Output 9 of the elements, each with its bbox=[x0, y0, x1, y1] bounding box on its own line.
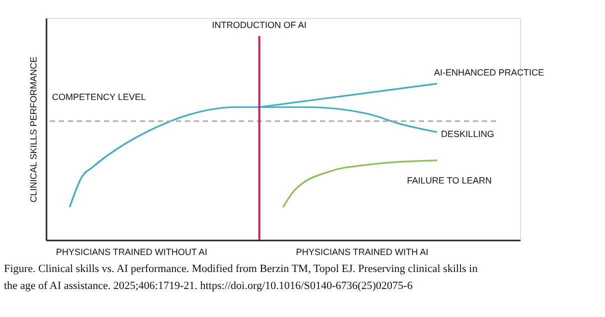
series-label: DESKILLING bbox=[441, 129, 494, 140]
text: PHYSICIANS TRAINED WITH AI bbox=[296, 247, 428, 257]
series-label: FAILURE TO LEARN bbox=[407, 175, 492, 186]
text: INTRODUCTION OF AI bbox=[212, 20, 307, 30]
y-axis-title: CLINICAL SKILLS PERFORMANCE bbox=[28, 56, 38, 202]
text: PHYSICIANS TRAINED WITHOUT AI bbox=[56, 247, 208, 257]
text: Figure. Clinical skills vs. AI performance. Modified from Berzin TM, Topol EJ. Preserving clinical skills in the age of AI assistance. 2025;406:1719-21. https://doi.org/10.1016/S0140-6736(25)02075-6 bbox=[4, 263, 478, 292]
series-label: AI-ENHANCED PRACTICE bbox=[434, 68, 544, 78]
ref-line-label: COMPETENCY LEVEL bbox=[52, 92, 146, 102]
